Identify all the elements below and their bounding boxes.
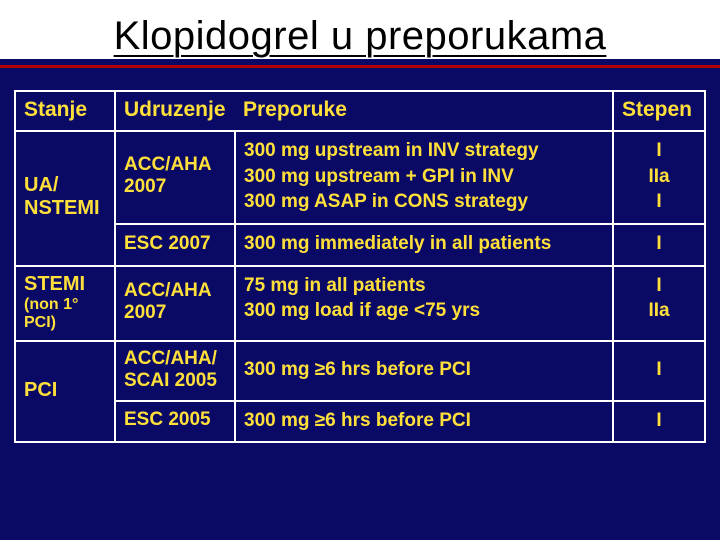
slide-title: Klopidogrel u preporukama (114, 14, 607, 58)
table-row: UA/ NSTEMI ACC/AHA 2007 300 mg upstream … (15, 131, 705, 224)
stanje-line: STEMI (24, 273, 106, 296)
table-row: STEMI (non 1° PCI) ACC/AHA 2007 75 mg in… (15, 266, 705, 341)
cell-rec: 300 mg immediately in all patients (235, 224, 613, 266)
col-header-stanje: Stanje (15, 91, 115, 131)
table-row: PCI ACC/AHA/ SCAI 2005 300 mg ≥6 hrs bef… (15, 341, 705, 401)
cell-step: I (613, 341, 705, 401)
table-row: ESC 2005 300 mg ≥6 hrs before PCI I (15, 401, 705, 443)
guidelines-table: Stanje Udruzenje Preporuke Stepen UA/ NS… (14, 90, 706, 443)
cell-org: ACC/AHA 2007 (115, 266, 235, 341)
step-line: IIa (622, 164, 696, 190)
step-line: I (622, 189, 696, 215)
cell-stanje: PCI (15, 341, 115, 443)
cell-org: ESC 2007 (115, 224, 235, 266)
step-line: I (622, 273, 696, 299)
cell-step: I (613, 224, 705, 266)
title-rule (0, 65, 720, 68)
rec-line: 300 mg load if age <75 yrs (244, 298, 604, 324)
cell-step: I IIa (613, 266, 705, 341)
cell-stanje: UA/ NSTEMI (15, 131, 115, 266)
cell-rec: 300 mg upstream in INV strategy 300 mg u… (235, 131, 613, 224)
rec-line: 300 mg upstream + GPI in INV (244, 164, 604, 190)
rec-line: 300 mg ASAP in CONS strategy (244, 189, 604, 215)
table-header-row: Stanje Udruzenje Preporuke Stepen (15, 91, 705, 131)
step-line: I (622, 138, 696, 164)
cell-rec: 300 mg ≥6 hrs before PCI (235, 401, 613, 443)
cell-rec: 75 mg in all patients 300 mg load if age… (235, 266, 613, 341)
stanje-subline: (non 1° PCI) (24, 296, 106, 332)
rec-line: 300 mg upstream in INV strategy (244, 138, 604, 164)
table-wrap: Stanje Udruzenje Preporuke Stepen UA/ NS… (14, 90, 706, 443)
cell-step: I IIa I (613, 131, 705, 224)
step-line: I (622, 231, 696, 257)
col-header-preporuke: Preporuke (235, 91, 613, 131)
col-header-udruzenje: Udruzenje (115, 91, 235, 131)
cell-rec: 300 mg ≥6 hrs before PCI (235, 341, 613, 401)
cell-step: I (613, 401, 705, 443)
rec-line: 75 mg in all patients (244, 273, 604, 299)
slide: Klopidogrel u preporukama Stanje Udruzen… (0, 0, 720, 540)
col-header-stepen: Stepen (613, 91, 705, 131)
cell-org: ESC 2005 (115, 401, 235, 443)
table-row: ESC 2007 300 mg immediately in all patie… (15, 224, 705, 266)
cell-org: ACC/AHA 2007 (115, 131, 235, 224)
title-area: Klopidogrel u preporukama (0, 0, 720, 59)
cell-stanje: STEMI (non 1° PCI) (15, 266, 115, 341)
step-line: IIa (622, 298, 696, 324)
cell-org: ACC/AHA/ SCAI 2005 (115, 341, 235, 401)
